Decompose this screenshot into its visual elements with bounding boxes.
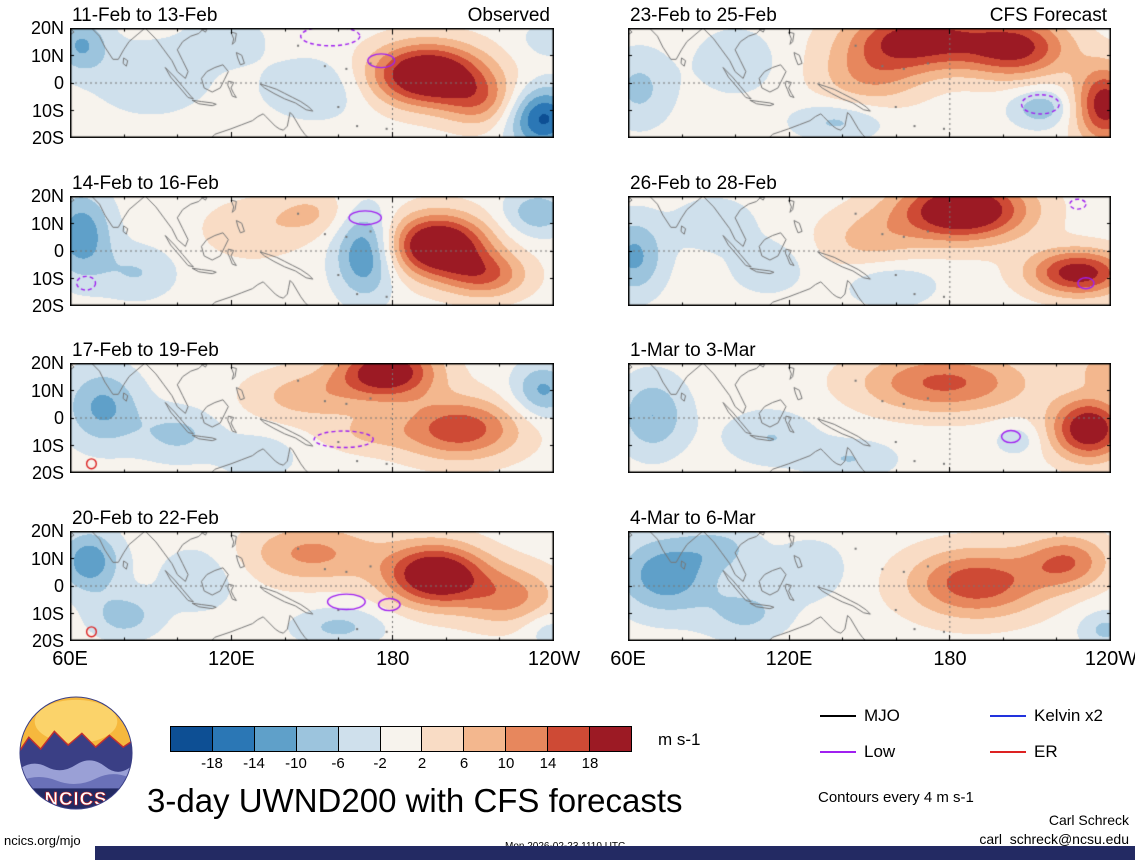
lon-label: 180 [933, 648, 967, 670]
logo-text: NCICS [44, 788, 107, 809]
lon-label: 120E [207, 648, 255, 670]
colorbar-cell [380, 727, 423, 751]
credit-name: Carl Schreck [1048, 812, 1129, 828]
panel-date-range: 11-Feb to 13-Feb [72, 5, 218, 26]
colorbar-units-label: m s-1 [658, 730, 701, 749]
colorbar-tick-label: 2 [417, 755, 427, 772]
logo-sun-glow [34, 699, 118, 744]
contour-note: Contours every 4 m s-1 [818, 789, 974, 806]
colorbar-cell [254, 727, 297, 751]
colorbar-tick-label: 10 [497, 755, 515, 772]
legend-line-mjo [820, 715, 856, 717]
lat-label: 10N [30, 213, 64, 234]
map-panel-R1 [628, 28, 1111, 138]
lat-label: 10N [30, 548, 64, 569]
lat-label: 20S [31, 463, 64, 483]
map-panel-L4 [70, 531, 554, 641]
panel-date-range: 26-Feb to 28-Feb [630, 173, 777, 194]
lat-label: 20S [31, 128, 64, 148]
lat-label: 0 [53, 241, 64, 261]
colorbar-tick-label: -18 [201, 755, 223, 772]
colorbar-tick-label: -14 [243, 755, 265, 772]
colorbar-cell [422, 727, 465, 751]
colorbar-cell [506, 727, 549, 751]
panel-date-range: 1-Mar to 3-Mar [630, 340, 756, 361]
lat-label: 20N [30, 186, 64, 206]
lat-label: 10S [31, 603, 64, 624]
colorbar-tick-label: -6 [331, 755, 345, 772]
panel-date-range: 17-Feb to 19-Feb [72, 340, 219, 361]
colorbar-cell [590, 727, 631, 751]
lon-label: 180 [375, 648, 410, 670]
colorbar-tick-label: 18 [581, 755, 599, 772]
lat-label: 20N [30, 18, 64, 38]
lat-label: 10S [31, 435, 64, 456]
legend-line-er [990, 751, 1026, 753]
colorbar-tick-label: -2 [373, 755, 387, 772]
legend-label: MJO [864, 706, 900, 725]
colorbar-cell [212, 727, 255, 751]
colorbar-tick-label: -10 [285, 755, 307, 772]
colorbar-tick-label: 6 [459, 755, 469, 772]
lon-label: 60E [610, 648, 646, 670]
map-panel-L3 [70, 363, 554, 473]
lat-label: 0 [53, 576, 64, 596]
panel-date-range: 20-Feb to 22-Feb [72, 508, 219, 529]
map-panel-R3 [628, 363, 1111, 473]
map-panel-L2 [70, 196, 554, 306]
lon-label: 120W [527, 648, 581, 670]
legend-line-kelvin-x2 [990, 715, 1026, 717]
lat-label: 20N [30, 353, 64, 373]
colorbar-cell [464, 727, 507, 751]
colorbar-cell [338, 727, 381, 751]
bottom-bar [95, 846, 1135, 860]
colorbar-tick-label: 14 [539, 755, 557, 772]
column-heading: Observed [467, 5, 550, 26]
panel-date-range: 4-Mar to 6-Mar [630, 508, 756, 529]
lat-label: 0 [53, 408, 64, 428]
figure-title: 3-day UWND200 with CFS forecasts [147, 782, 683, 819]
lon-label: 60E [52, 648, 88, 670]
lat-label: 20N [30, 521, 64, 541]
ncics-logo: NCICS [19, 696, 133, 810]
column-heading: CFS Forecast [989, 5, 1107, 26]
lat-label: 0 [53, 73, 64, 93]
panel-date-range: 14-Feb to 16-Feb [72, 173, 219, 194]
logo-ring [19, 696, 133, 810]
lat-label: 10N [30, 45, 64, 66]
lat-label: 10S [31, 100, 64, 121]
panel-date-range: 23-Feb to 25-Feb [630, 5, 777, 26]
lon-label: 120W [1084, 648, 1135, 670]
legend-label: ER [1034, 742, 1058, 761]
colorbar-cell [548, 727, 591, 751]
credit-email: carl_schreck@ncsu.edu [979, 831, 1129, 847]
site-url: ncics.org/mjo [4, 833, 81, 848]
colorbar-cell [296, 727, 339, 751]
map-panel-R2 [628, 196, 1111, 306]
lat-label: 20S [31, 631, 64, 651]
colorbar [170, 726, 632, 752]
map-panel-L1 [70, 28, 554, 138]
lat-label: 20S [31, 296, 64, 316]
lat-label: 10N [30, 380, 64, 401]
colorbar-cell [171, 727, 213, 751]
lon-label: 120E [765, 648, 813, 670]
legend-label: Low [864, 742, 896, 761]
legend-line-low [820, 751, 856, 753]
map-panel-R4 [628, 531, 1111, 641]
lat-label: 10S [31, 268, 64, 289]
legend-label: Kelvin x2 [1034, 706, 1103, 725]
